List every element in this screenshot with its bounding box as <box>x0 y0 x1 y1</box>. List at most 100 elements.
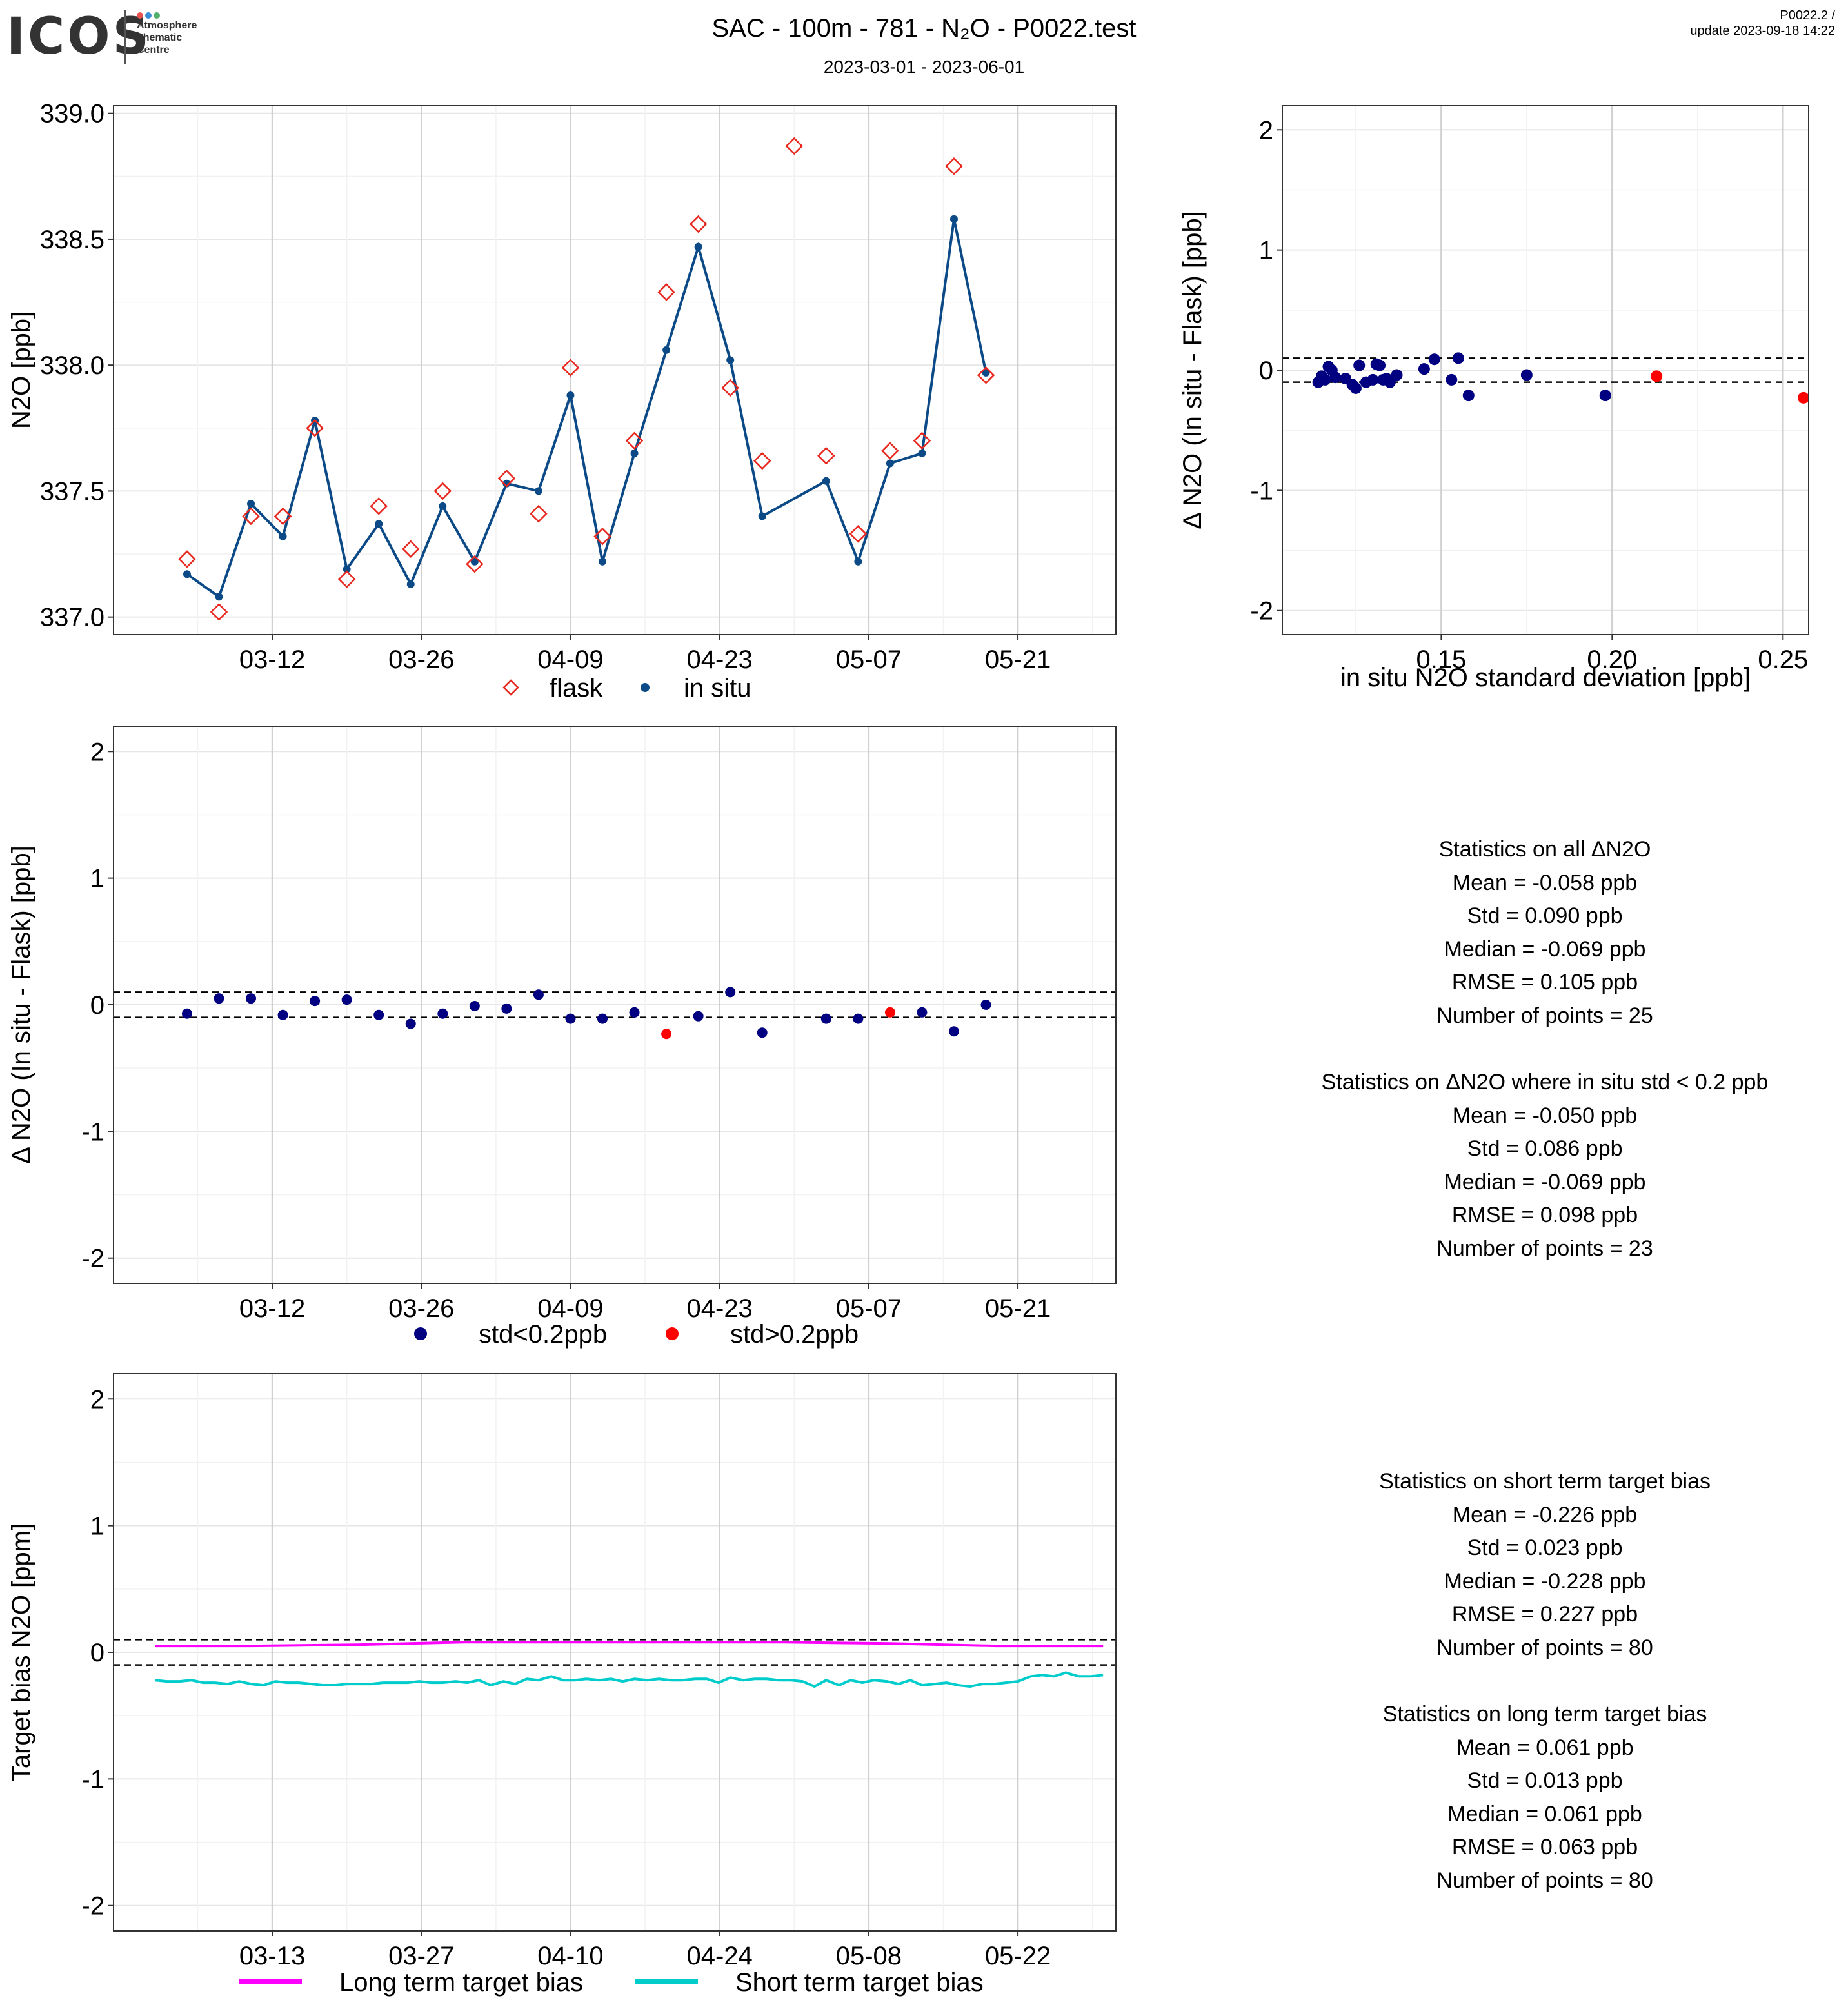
std-low-point <box>501 1003 512 1014</box>
long-term-bias-line <box>155 1641 1104 1648</box>
flask-point <box>913 431 931 450</box>
y-tick-label: -2 <box>81 1245 104 1273</box>
timeseries-border <box>113 105 1117 635</box>
std-low-point <box>181 1008 192 1019</box>
x-tick-label: 0.20 <box>1587 646 1637 674</box>
std-high-point <box>661 1029 672 1040</box>
flask-point <box>881 442 899 460</box>
stats-line: Number of points = 80 <box>1436 1868 1653 1893</box>
std-low-point <box>1418 363 1430 375</box>
y-tick-label: 2 <box>90 738 104 766</box>
flask-point <box>273 507 292 526</box>
x-tick-label: 04-23 <box>687 1294 753 1323</box>
y-axis-label: Δ N2O (In situ - Flask) [ppb] <box>7 845 35 1164</box>
std-low-point <box>1312 376 1324 388</box>
std-low-point <box>246 993 257 1004</box>
std-low-point <box>1428 353 1440 366</box>
legend-in-situ-marker <box>641 683 650 692</box>
flask-point <box>530 504 548 523</box>
in-situ-point <box>918 449 926 457</box>
stats-delta-all: Statistics on all ΔN2O Mean = -0.058 ppb… <box>1206 833 1848 1033</box>
legend-std-high-label: std>0.2ppb <box>730 1320 859 1349</box>
std-low-point <box>757 1027 768 1038</box>
logo-sub-line: Thematic <box>137 32 183 43</box>
stats-line: RMSE = 0.063 ppb <box>1451 1835 1638 1859</box>
stats-line: RMSE = 0.105 ppb <box>1451 970 1638 994</box>
flask-point <box>497 470 516 488</box>
std-low-point <box>597 1013 608 1024</box>
flask-point <box>625 431 644 450</box>
std-low-point <box>1374 359 1386 371</box>
y-tick-label: 338.5 <box>40 226 104 254</box>
flask-point <box>849 525 868 543</box>
in-situ-point <box>886 459 894 468</box>
flask-point <box>817 446 835 465</box>
y-tick-label: 337.5 <box>40 477 104 506</box>
short-term-bias-line <box>155 1671 1104 1688</box>
stats-line: Mean = -0.226 ppb <box>1452 1502 1638 1527</box>
logo-divider <box>124 10 126 64</box>
y-tick-label: 0 <box>1259 357 1273 385</box>
std-low-point <box>948 1026 959 1037</box>
timeseries-background <box>114 106 1116 635</box>
flask-point <box>721 379 739 397</box>
y-tick-label: -2 <box>81 1892 104 1921</box>
flask-point <box>178 550 196 568</box>
legend-long-term-label: Long term target bias <box>339 1968 583 1997</box>
stats-title: Statistics on all ΔN2O <box>1438 837 1651 862</box>
x-tick-label: 03-26 <box>388 1294 454 1323</box>
std-low-point <box>725 987 736 998</box>
flask-point <box>466 555 484 573</box>
in-situ-point <box>343 565 351 573</box>
y-tick-label: 0 <box>90 1639 104 1667</box>
flask-point <box>561 359 580 377</box>
in-situ-point <box>758 512 766 520</box>
legend-std-low-label: std<0.2ppb <box>479 1320 607 1349</box>
std-low-point <box>1520 369 1533 381</box>
in-situ-point <box>502 479 511 488</box>
legend-short-term-label: Short term target bias <box>735 1968 984 1997</box>
stats-long-term: Statistics on long term target bias Mean… <box>1206 1698 1848 1897</box>
x-tick-label: 04-24 <box>687 1942 753 1970</box>
logo-subtitle: Atmosphere Thematic Centre <box>137 19 197 56</box>
std-low-point <box>533 989 544 1000</box>
flask-point <box>242 507 260 526</box>
flask-point <box>977 366 995 384</box>
x-tick-label: 04-09 <box>537 1294 603 1323</box>
std-low-point <box>1452 352 1464 364</box>
stats-line: Median = -0.228 ppb <box>1444 1568 1646 1594</box>
stats-line: Std = 0.013 ppb <box>1467 1768 1623 1793</box>
x-tick-label: 05-22 <box>985 1942 1051 1970</box>
in-situ-point <box>630 449 639 457</box>
y-axis-label: Δ N2O (In situ - Flask) [ppb] <box>1178 211 1207 529</box>
x-tick-label: 03-27 <box>388 1942 454 1970</box>
std-low-point <box>1349 382 1362 394</box>
stats-line: Number of points = 23 <box>1436 1236 1653 1261</box>
stats-line: Median = 0.061 ppb <box>1447 1801 1642 1826</box>
stats-line: Median = -0.069 ppb <box>1444 1169 1646 1194</box>
x-tick-label: 05-21 <box>985 1294 1051 1323</box>
in-situ-point <box>279 532 287 540</box>
std-low-point <box>277 1009 288 1020</box>
std-low-point <box>980 1000 991 1010</box>
in-situ-point <box>599 557 607 566</box>
in-situ-point <box>566 391 575 400</box>
std-low-point <box>565 1013 576 1024</box>
in-situ-point <box>439 502 447 510</box>
flask-point <box>337 570 356 588</box>
flask-point <box>370 497 388 515</box>
x-tick-label: 05-07 <box>836 1294 902 1323</box>
in-situ-point <box>375 520 383 528</box>
legend-std-high-marker <box>666 1327 679 1340</box>
y-tick-label: -1 <box>1250 477 1273 505</box>
std-high-point <box>1651 370 1663 382</box>
flask-point <box>306 419 324 437</box>
flask-point <box>753 451 771 470</box>
y-tick-label: -2 <box>1250 597 1273 626</box>
version-info: P0022.2 / update 2023-09-18 14:22 <box>1690 8 1835 39</box>
flask-point <box>689 215 708 233</box>
std-low-point <box>469 1000 480 1011</box>
y-tick-label: -1 <box>81 1765 104 1794</box>
stats-line: RMSE = 0.098 ppb <box>1451 1203 1638 1227</box>
